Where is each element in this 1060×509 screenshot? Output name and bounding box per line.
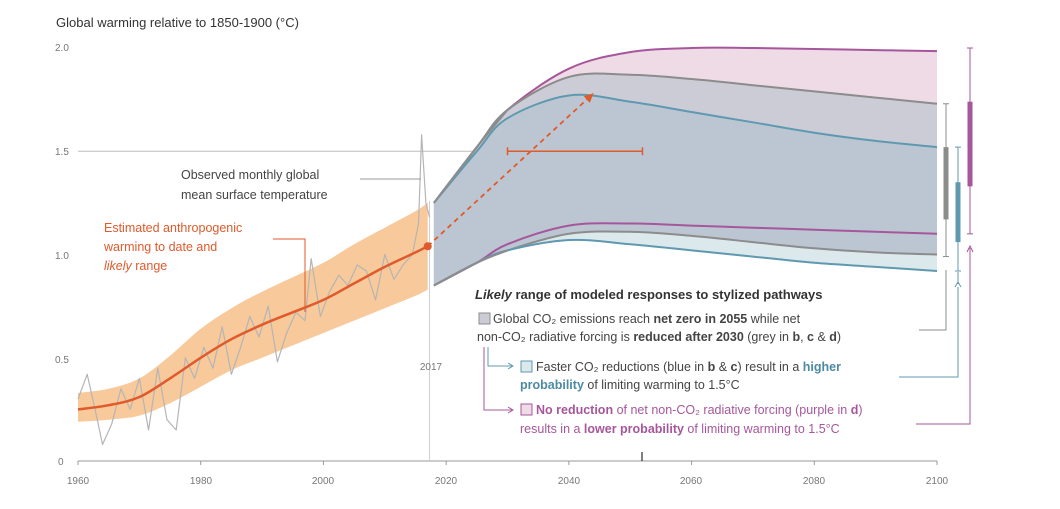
observed-label-line-2: mean surface temperature: [181, 188, 328, 202]
blue-connector-arrowhead: [954, 281, 962, 288]
grey-to-purple-arrowhead: [507, 406, 514, 414]
chart-title: Global warming relative to 1850-1900 (°C…: [56, 15, 299, 30]
grey-to-blue-bracket: [487, 347, 512, 367]
y-tick-label: 1.0: [55, 251, 69, 262]
legend-blue-line-2: probability of limiting warming to 1.5°C: [520, 378, 740, 392]
anthro-label-line-3: likely range: [104, 259, 167, 273]
series-upper-line: [433, 93, 938, 204]
x-tick-label: 2080: [803, 476, 826, 487]
shared-upper-start-line: [433, 109, 509, 204]
end-bar-likely: [967, 101, 973, 187]
anthro-leader-line: [273, 238, 306, 312]
legend-swatch-grey: [478, 312, 491, 325]
x-tick-label: 2000: [312, 476, 335, 487]
anthro-label-line-1: Estimated anthropogenic: [104, 221, 242, 235]
anthropogenic-central-line: [77, 245, 429, 411]
y-tick-label: 0.5: [55, 355, 69, 366]
legend-purple-line-2: results in a lower probability of limiti…: [520, 422, 840, 436]
observed-monthly-line: [77, 134, 431, 446]
anthropogenic-likely-range: [78, 202, 428, 422]
projection-arrow-head: [583, 93, 594, 103]
legend-grey-line-2: non-CO₂ radiative forcing is reduced aft…: [477, 330, 841, 344]
observed-label-line-1: Observed monthly global: [181, 168, 319, 182]
y-tick-label: 2.0: [55, 43, 69, 54]
series-upper-line: [433, 72, 938, 204]
legend-grey-line-1: Global CO₂ emissions reach net zero in 2…: [493, 312, 801, 326]
x-tick-label: 2060: [680, 476, 703, 487]
y-tick-label: 0: [58, 457, 64, 468]
legend-purple-line-1: No reduction of net non-CO₂ radiative fo…: [536, 403, 863, 417]
x-tick-label: 1980: [190, 476, 213, 487]
grey-blue-overlap-band: [433, 94, 937, 286]
x-tick-label: 2040: [558, 476, 581, 487]
purple-connector-arrowhead: [966, 244, 974, 253]
grey-to-purple-bracket: [483, 347, 512, 411]
projection-arrow-line: [427, 92, 595, 247]
y-tick-label: 1.5: [55, 147, 69, 158]
purple-legend-connector: [916, 248, 971, 425]
legend-swatch-blue: [520, 360, 533, 373]
blue-legend-connector: [899, 287, 959, 378]
anthro-label-line-2: warming to date and: [103, 240, 217, 254]
end-bar-likely: [955, 182, 961, 243]
legend-blue-line-1: Faster CO₂ reductions (blue in b & c) re…: [536, 360, 841, 374]
plot-area: [77, 46, 974, 465]
series-lower-line: [433, 222, 938, 287]
x-tick-label: 2020: [435, 476, 458, 487]
grey-to-blue-arrowhead: [507, 362, 514, 370]
grey-legend-connector: [919, 270, 947, 331]
year-2017-label: 2017: [420, 362, 443, 373]
x-tick-label: 1960: [67, 476, 90, 487]
legend-heading: Likely range of modeled responses to sty…: [475, 287, 823, 302]
shared-lower-start-line: [433, 249, 508, 287]
legend-swatch-purple: [520, 403, 533, 416]
end-bar-likely: [943, 147, 949, 220]
x-tick-label: 2100: [926, 476, 949, 487]
